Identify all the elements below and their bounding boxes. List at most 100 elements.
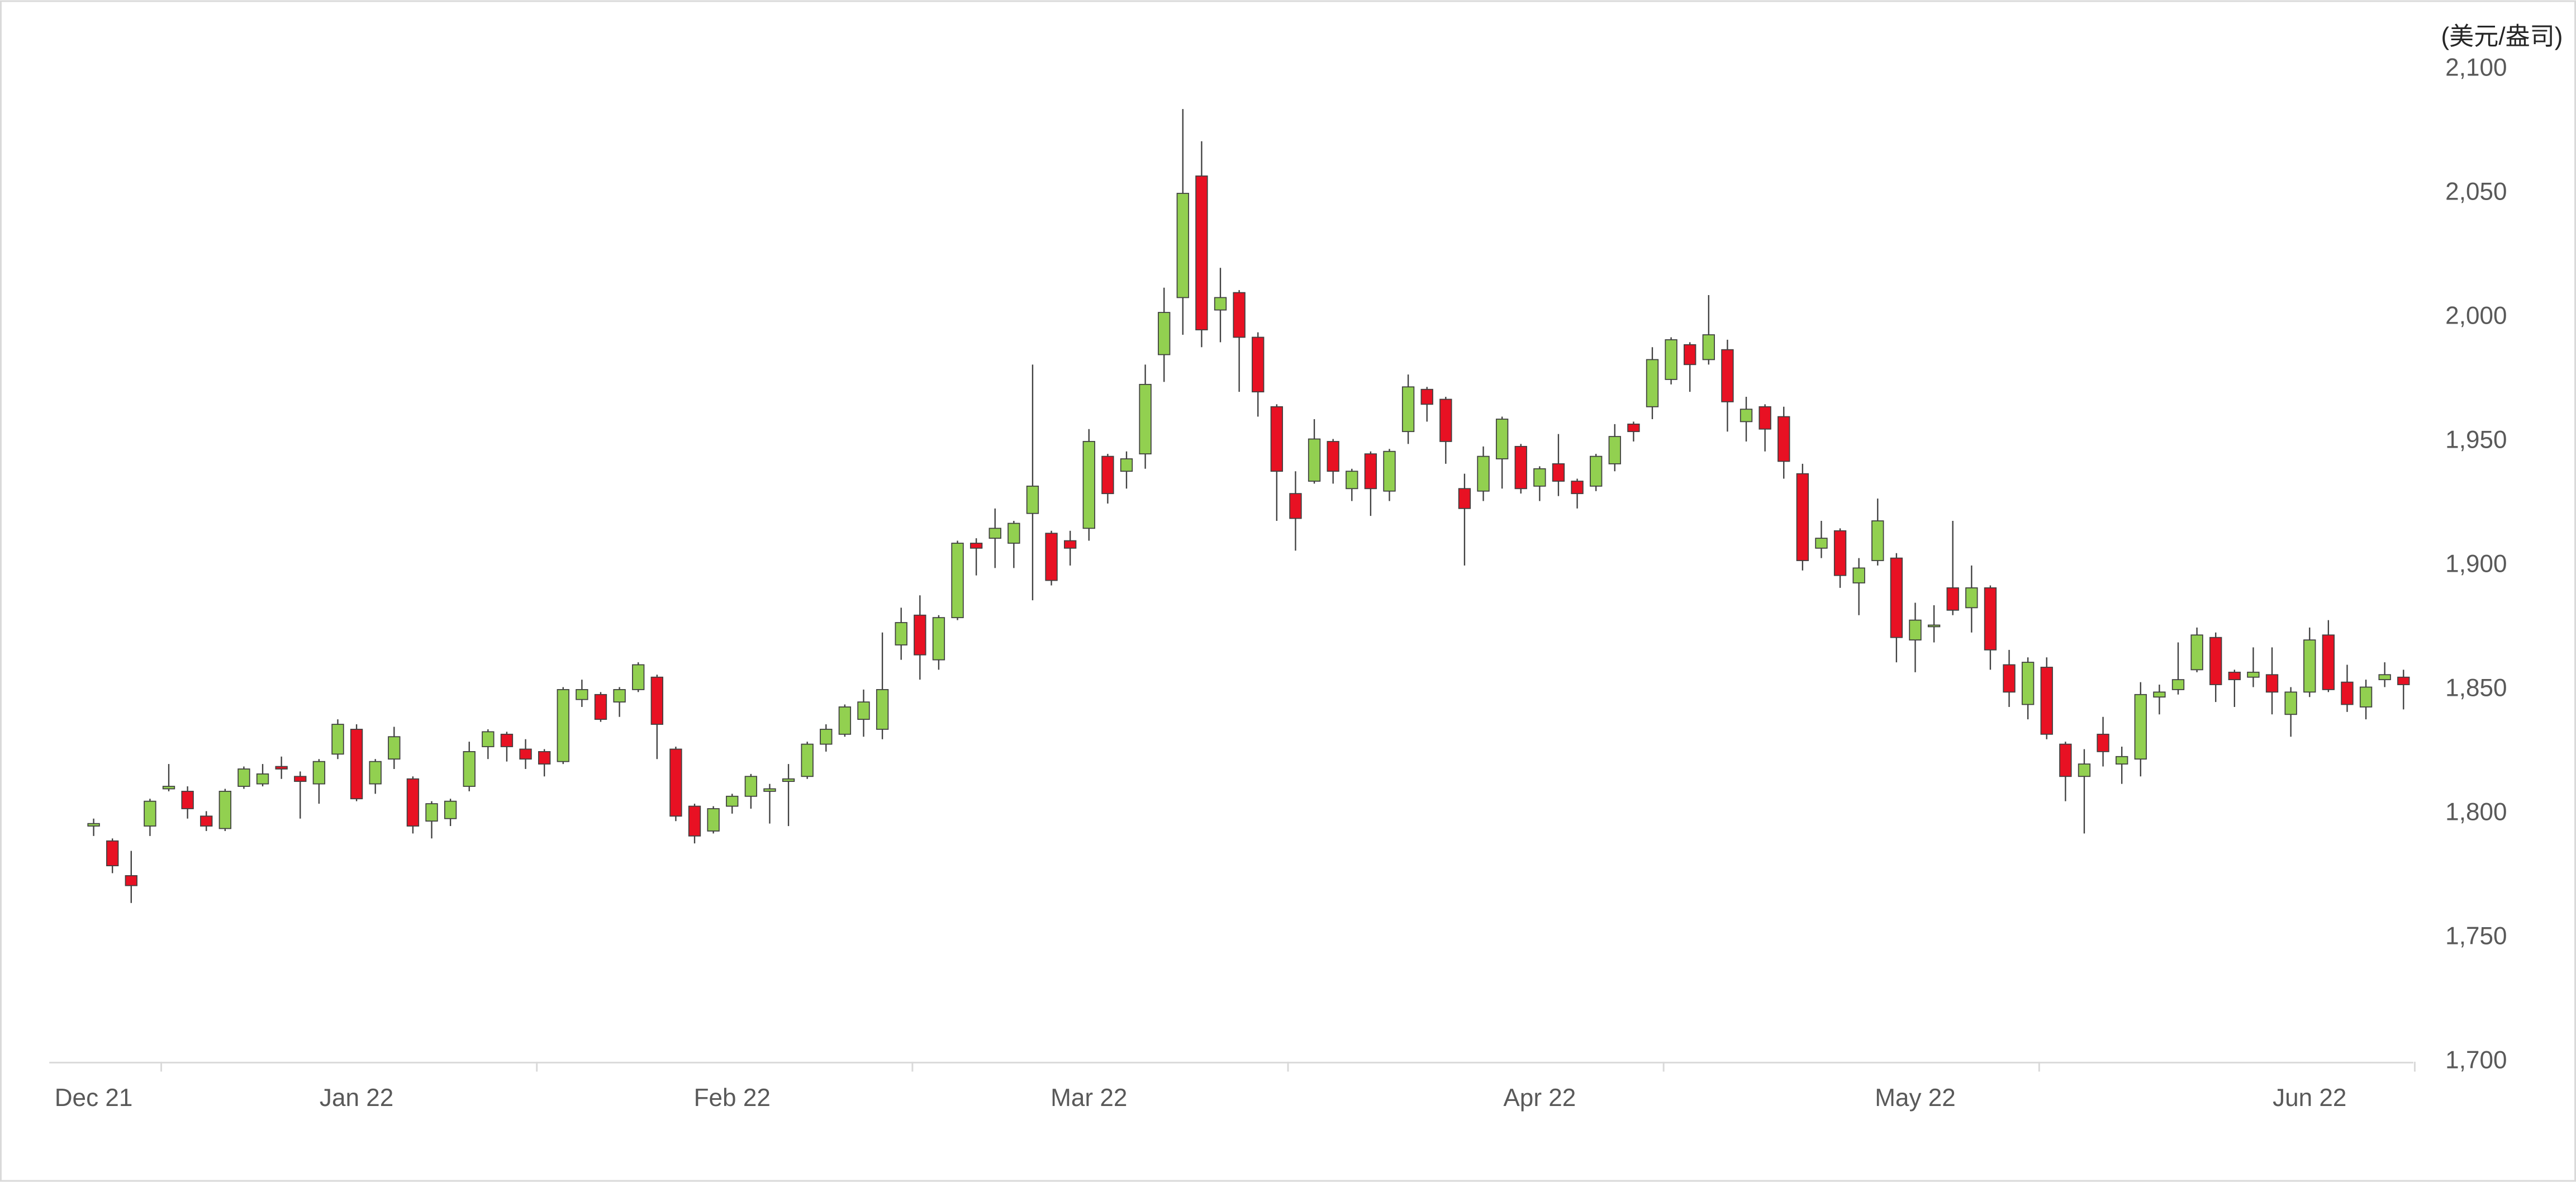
candle-body — [237, 768, 250, 787]
candle-body — [2021, 662, 2035, 705]
candle-body — [369, 761, 382, 785]
candle-body — [932, 617, 945, 661]
candle-body — [1721, 349, 1734, 402]
candle-body — [1101, 455, 1114, 495]
candle-body — [1233, 292, 1246, 338]
candle-body — [106, 840, 119, 866]
candle-body — [388, 736, 401, 760]
candle-body — [557, 689, 569, 762]
candle-body — [820, 729, 833, 745]
candle-body — [444, 800, 457, 819]
candle-body — [876, 689, 889, 730]
candle-body — [1308, 438, 1321, 482]
candle-body — [1346, 471, 1358, 490]
candle-body — [1608, 436, 1621, 464]
candle-body — [1758, 406, 1771, 430]
candle-body — [613, 689, 626, 702]
y-tick-label: 1,700 — [2445, 1046, 2507, 1074]
candle-body — [1026, 485, 1039, 514]
candle-body — [463, 751, 476, 787]
candle-body — [200, 815, 213, 827]
candle-body — [1927, 624, 1941, 628]
candle-body — [2134, 694, 2147, 760]
y-tick-label: 1,800 — [2445, 799, 2507, 826]
candle-body — [1045, 533, 1058, 581]
x-tick-label: Jan 22 — [320, 1084, 393, 1112]
candle-body — [256, 773, 269, 785]
candle-body — [2190, 634, 2203, 671]
candle-body — [2303, 639, 2316, 693]
candle-body — [2284, 691, 2297, 715]
candle-body — [2341, 681, 2354, 705]
candle-body — [331, 724, 344, 755]
candle-body — [1965, 587, 1978, 609]
candle-body — [2265, 674, 2279, 693]
y-tick-label: 2,050 — [2445, 178, 2507, 206]
candle-body — [2397, 676, 2410, 685]
y-axis-unit: (美元/盎司) — [2441, 23, 2563, 50]
candle-body — [294, 776, 307, 782]
candle-body — [2078, 763, 2091, 777]
candle-body — [2209, 637, 2222, 685]
candle-body — [162, 786, 175, 790]
candle-body — [988, 528, 1001, 539]
candle-body — [1195, 175, 1208, 331]
candle-body — [2322, 634, 2335, 690]
x-tick-label: Jun 22 — [2273, 1084, 2346, 1112]
candle-body — [763, 788, 776, 792]
candle-body — [1909, 619, 1922, 640]
candle-body — [275, 766, 288, 770]
candle-body — [914, 614, 926, 656]
candle-body — [406, 778, 420, 827]
candle-body — [1458, 488, 1471, 509]
candle-body — [87, 823, 100, 827]
candle-body — [2228, 671, 2241, 681]
candle-body — [519, 748, 532, 760]
x-tick-label: Mar 22 — [1051, 1084, 1127, 1112]
candle-body — [1665, 339, 1677, 380]
x-tick-label: Dec 21 — [55, 1084, 133, 1112]
candle-body — [1158, 312, 1171, 355]
candle-body — [969, 543, 983, 549]
candle-body — [688, 805, 701, 837]
candle-body — [1890, 557, 1903, 638]
candle-body — [632, 664, 645, 690]
candle-body — [650, 676, 663, 725]
candle-body — [1852, 567, 1865, 583]
candle-body — [312, 761, 326, 785]
candle-body — [350, 729, 363, 800]
y-tick-label: 1,950 — [2445, 426, 2507, 454]
candle-body — [726, 795, 739, 807]
candle-body — [482, 731, 495, 747]
candle-body — [1063, 540, 1077, 549]
candle-body — [1739, 409, 1753, 423]
candle-body — [1007, 523, 1020, 544]
candle-body — [707, 808, 720, 832]
candle-body — [1702, 334, 1715, 360]
candle-body — [801, 743, 814, 777]
candle-body — [951, 543, 964, 619]
candle-body — [144, 800, 156, 827]
candle-body — [1984, 587, 1997, 651]
x-tick-label: Feb 22 — [694, 1084, 771, 1112]
candle-body — [594, 694, 607, 720]
candle-body — [1120, 458, 1133, 472]
candle-body — [2378, 674, 2391, 681]
candle-body — [782, 778, 795, 782]
y-tick-label: 2,000 — [2445, 302, 2507, 330]
candle-body — [838, 706, 852, 735]
y-tick-label: 1,750 — [2445, 923, 2507, 950]
candle-body — [2003, 664, 2016, 693]
candle-body — [1289, 493, 1302, 519]
candle-body — [1252, 336, 1265, 393]
y-tick-label: 2,100 — [2445, 54, 2507, 82]
candle-body — [1270, 406, 1284, 472]
candle-body — [669, 748, 682, 817]
candle-body — [1420, 388, 1433, 405]
candle-body — [1495, 419, 1509, 459]
candle-body — [1139, 383, 1152, 455]
candle-body — [538, 751, 551, 765]
candle-body — [2059, 743, 2072, 777]
candle-body — [1214, 297, 1227, 311]
